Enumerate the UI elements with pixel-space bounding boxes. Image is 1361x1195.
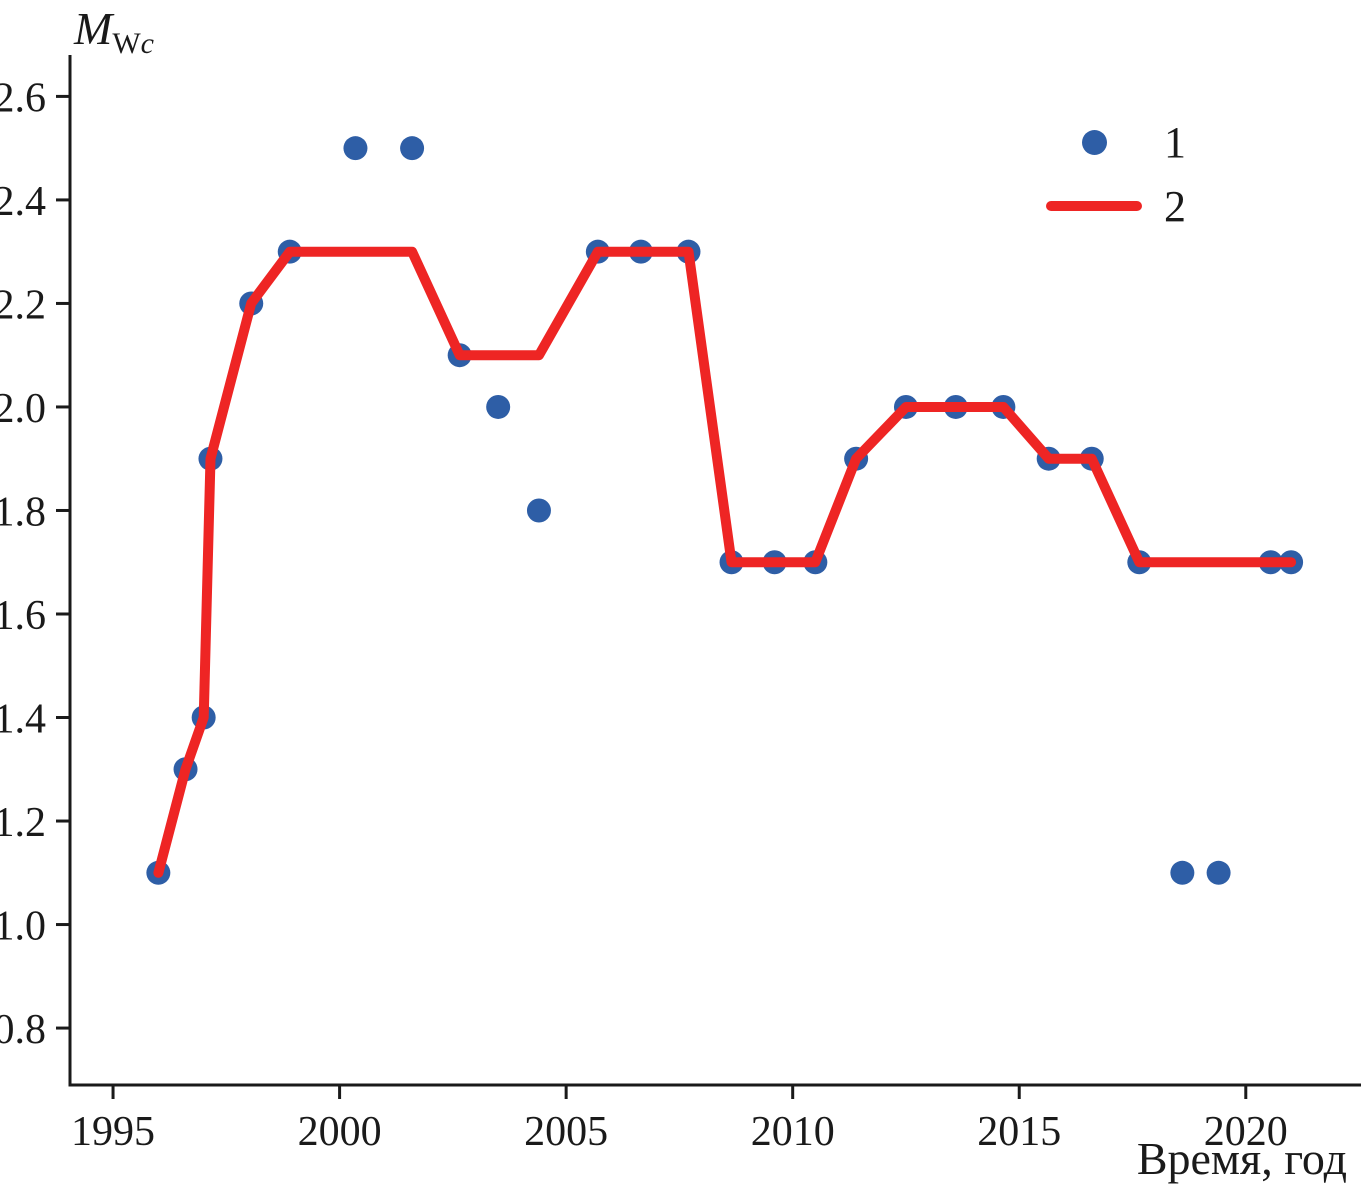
- x-tick-label: 2000: [298, 1109, 382, 1155]
- legend-label-2: 2: [1164, 181, 1186, 231]
- data-point-series-1: [400, 136, 425, 161]
- y-tick-label: 1.2: [0, 800, 46, 846]
- legend-label-1: 1: [1164, 117, 1186, 167]
- legend-marker-area: [1038, 129, 1150, 155]
- scatter-dot-icon: [1081, 129, 1107, 155]
- y-axis-title: MWc: [74, 2, 154, 61]
- y-tick-label: 2.2: [0, 282, 46, 328]
- y-axis-title-subscript: Wc: [112, 27, 154, 60]
- legend: 1 2: [1038, 110, 1186, 238]
- y-tick-label: 1.8: [0, 489, 46, 535]
- legend-marker-area: [1038, 201, 1150, 211]
- data-point-series-1: [343, 136, 368, 161]
- x-tick-label: 2015: [977, 1109, 1061, 1155]
- y-tick-label: 2.4: [0, 179, 46, 225]
- x-tick-label: 1995: [71, 1109, 155, 1155]
- legend-item-1: 1: [1038, 110, 1186, 174]
- x-axis-title: Время, год: [1136, 1133, 1347, 1184]
- y-tick-label: 2.0: [0, 386, 46, 432]
- y-tick-label: 1.4: [0, 697, 46, 743]
- data-point-series-1: [1206, 860, 1231, 885]
- x-tick-label: 2005: [524, 1109, 608, 1155]
- data-point-series-1: [526, 498, 551, 523]
- data-point-series-1: [486, 394, 511, 419]
- x-tick-label: 2020: [1204, 1109, 1288, 1155]
- legend-item-2: 2: [1038, 174, 1186, 238]
- x-tick-label: 2010: [751, 1109, 835, 1155]
- y-tick-label: 0.8: [0, 1007, 46, 1053]
- y-axis-title-main: M: [74, 3, 113, 54]
- y-tick-label: 1.0: [0, 904, 46, 950]
- trend-line-icon: [1046, 201, 1142, 211]
- y-tick-label: 1.6: [0, 593, 46, 639]
- data-point-series-1: [1170, 860, 1195, 885]
- trend-line-series-2: [153, 246, 1297, 878]
- y-tick-label: 2.6: [0, 75, 46, 121]
